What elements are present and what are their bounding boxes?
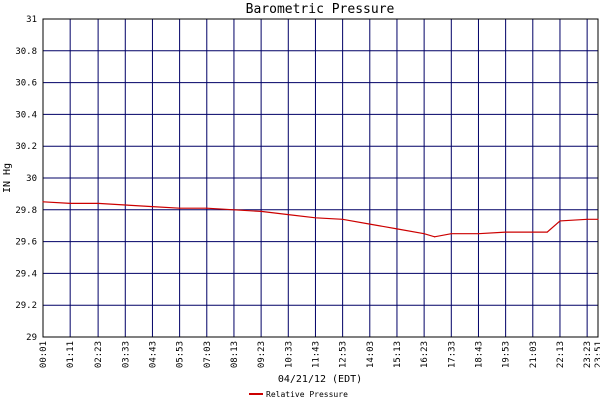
x-tick-label: 22:13 xyxy=(556,341,566,368)
data-point xyxy=(396,228,398,230)
data-point xyxy=(559,220,561,222)
x-tick-label: 23:51 xyxy=(594,341,600,368)
data-point xyxy=(342,218,344,220)
x-tick-label: 18:43 xyxy=(474,341,484,368)
legend-label: Relative Pressure xyxy=(266,390,348,399)
legend: Relative Pressure xyxy=(249,390,348,399)
y-tick-label: 30.6 xyxy=(15,79,37,89)
y-tick-labels: 29 29.2 29.4 29.6 29.8 30 30.2 30.4 30.6 30.8 31 xyxy=(15,15,37,343)
data-point xyxy=(124,204,126,206)
x-tick-label: 16:23 xyxy=(420,341,430,368)
x-tick-label: 11:43 xyxy=(311,341,321,368)
data-point xyxy=(69,202,71,205)
x-tick-label: 15:13 xyxy=(393,341,403,368)
y-tick-label: 30.2 xyxy=(15,142,37,152)
data-point xyxy=(233,209,235,211)
data-point xyxy=(586,218,588,220)
grid xyxy=(42,18,599,338)
x-tick-label: 00:01 xyxy=(39,341,49,368)
x-tick-label: 07:03 xyxy=(203,341,213,368)
y-tick-label: 29.4 xyxy=(15,269,37,279)
y-tick-label: 29.8 xyxy=(15,206,37,216)
data-point xyxy=(532,231,534,233)
plot-frame xyxy=(42,18,599,338)
x-tick-label: 04:43 xyxy=(148,341,158,368)
y-tick-label: 30.8 xyxy=(15,47,37,57)
x-tick-label: 09:23 xyxy=(257,341,267,368)
data-point xyxy=(151,206,154,208)
x-tick-label: 21:03 xyxy=(529,341,539,368)
x-tick-label: 05:53 xyxy=(176,341,186,368)
chart-title: Barometric Pressure xyxy=(246,2,395,17)
data-point xyxy=(423,233,425,235)
series-group xyxy=(42,201,599,238)
y-tick-label: 31 xyxy=(26,15,37,25)
data-point xyxy=(597,218,599,220)
series-line-relative-pressure xyxy=(42,201,598,238)
data-point xyxy=(206,207,208,209)
data-point xyxy=(546,231,548,233)
x-tick-label: 14:03 xyxy=(366,341,376,368)
x-tick-label: 08:13 xyxy=(230,341,240,368)
x-tick-label: 03:33 xyxy=(121,341,131,368)
x-tick-label: 23:23 xyxy=(583,341,593,368)
y-tick-label: 29.2 xyxy=(15,301,37,311)
data-point xyxy=(42,201,44,203)
x-tick-label: 12:53 xyxy=(339,341,349,368)
y-tick-label: 29.6 xyxy=(15,238,37,248)
data-point xyxy=(97,202,99,205)
data-point xyxy=(179,207,181,209)
y-tick-label: 30 xyxy=(26,174,37,184)
x-tick-labels: 00:01 01:11 02:23 03:33 04:43 05:53 07:03 08:13… xyxy=(39,341,600,368)
y-tick-label: 30.4 xyxy=(15,110,37,120)
x-axis-label: 04/21/12 (EDT) xyxy=(278,374,362,385)
x-tick-label: 10:33 xyxy=(284,341,294,368)
data-point xyxy=(314,217,317,219)
data-point xyxy=(260,210,262,212)
data-point xyxy=(434,236,436,238)
data-point xyxy=(505,231,507,233)
y-axis-label: IN Hg xyxy=(2,163,13,193)
x-tick-label: 02:23 xyxy=(94,341,104,368)
x-tick-label: 01:11 xyxy=(66,341,76,368)
data-point xyxy=(369,223,371,225)
x-tick-label: 19:53 xyxy=(502,341,512,368)
y-tick-label: 29 xyxy=(26,333,37,343)
x-tick-label: 17:33 xyxy=(447,341,457,368)
data-point xyxy=(450,233,452,235)
data-point xyxy=(477,233,480,235)
data-point xyxy=(287,213,289,216)
